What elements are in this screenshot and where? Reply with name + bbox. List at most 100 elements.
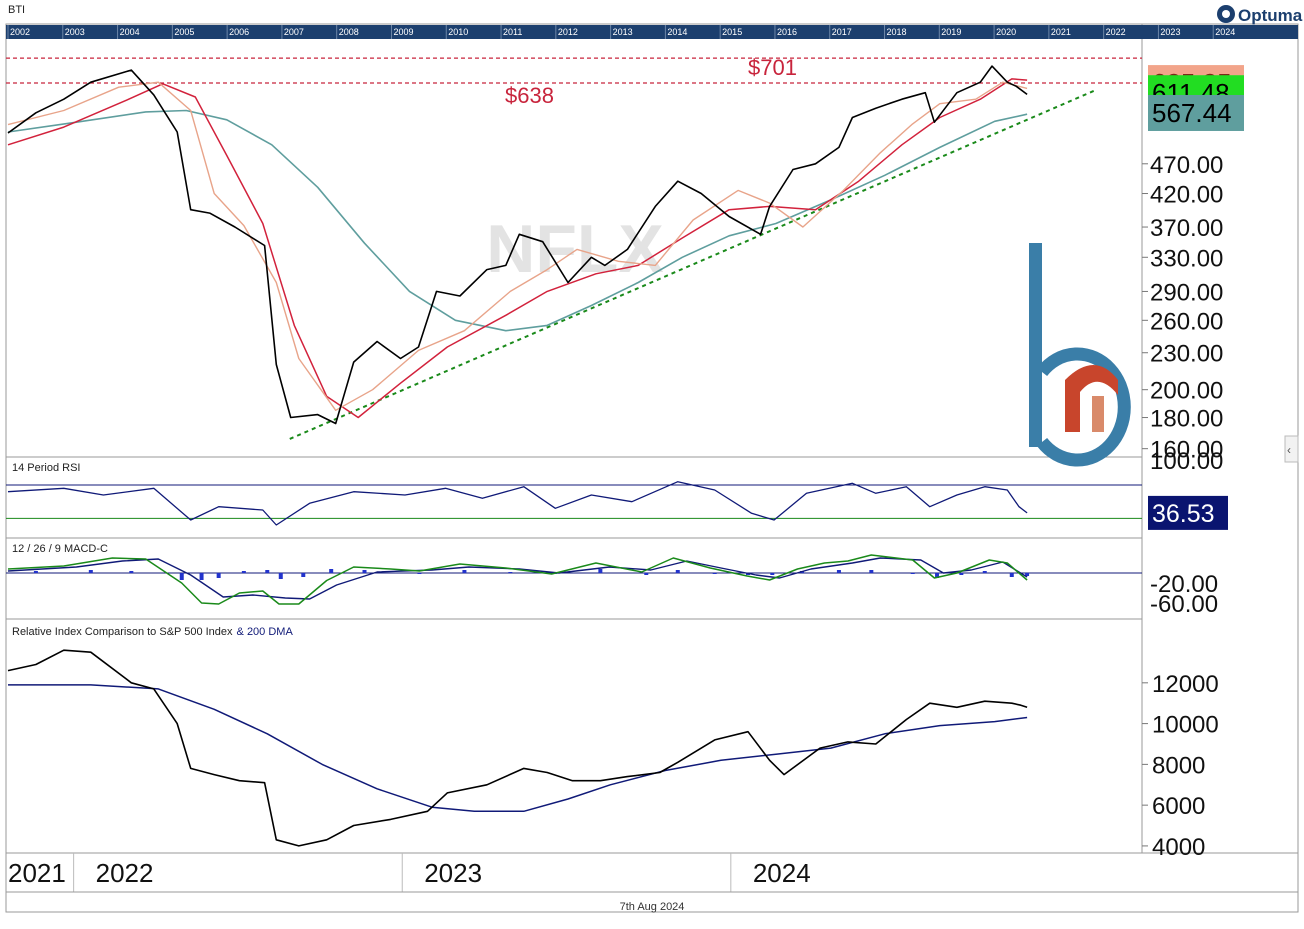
overview-year-label: 2013 <box>613 27 633 37</box>
macd-histogram-bar <box>1009 573 1014 577</box>
date-axis-label: 2022 <box>96 858 154 888</box>
macd-histogram-bar <box>329 569 334 573</box>
overview-strip[interactable] <box>6 25 1298 39</box>
overview-year-label: 2011 <box>503 27 522 37</box>
rsi-value-badge <box>1148 495 1228 530</box>
price-badge-sma-label: 567.44 <box>1152 98 1232 128</box>
sma_fast-line <box>7 81 1028 411</box>
overview-year-label: 2006 <box>229 27 249 37</box>
price-axis-tick-label: 160.00 <box>1150 437 1223 464</box>
relative-index-dma-line <box>8 684 1028 813</box>
brand-logo <box>1029 243 1131 467</box>
overview-years: 2002 2003 2004 2005 2006 2007 2008 2009 2010 2011… <box>7 25 1235 39</box>
overview-year-label: 2005 <box>174 27 194 37</box>
overview-year-label: 2018 <box>887 27 907 37</box>
optuma-logo-text: Optuma <box>1238 6 1303 25</box>
macd-title: 12 / 26 / 9 MACD-C <box>12 543 108 555</box>
macd-line <box>7 554 1028 605</box>
rsi-axis-tick-label: 100.00 <box>1150 448 1223 475</box>
relative-index-title-suffix: & 200 DMA <box>237 626 294 638</box>
macd-panel <box>6 554 1142 605</box>
optuma-logo: Optuma <box>1217 5 1303 25</box>
macd-histogram-bar <box>712 573 717 574</box>
overview-year-label: 2015 <box>722 27 742 37</box>
relative-axis-tick-label: 10000 <box>1152 712 1219 739</box>
price-axis-tick-label: 290.00 <box>1150 279 1223 306</box>
macd-histogram-bar <box>33 571 38 573</box>
panel-label: BTI <box>8 4 25 16</box>
price-axis-tick-label: 230.00 <box>1150 341 1223 368</box>
macd-axis-tick-label: -20.00 <box>1150 571 1218 598</box>
outer-frame <box>5 23 1299 913</box>
price-axis-tick-label: 260.00 <box>1150 308 1223 335</box>
sma_mid-line <box>7 78 1028 419</box>
price-axis-tick-label: 370.00 <box>1150 215 1223 242</box>
brand-logo-stem <box>1029 243 1042 447</box>
relative-axis-tick-label: 6000 <box>1152 793 1205 820</box>
macd-histogram-bar <box>644 573 649 575</box>
macd-histogram-bar <box>362 570 367 573</box>
macd-histogram-bar <box>241 571 246 573</box>
macd-histogram-bar <box>508 572 513 573</box>
optuma-logo-icon-inner <box>1222 10 1230 18</box>
resistance-label: $638 <box>505 83 554 108</box>
support-trendline <box>289 89 1095 440</box>
price-line <box>7 65 1028 425</box>
macd-histogram-bar <box>869 570 874 573</box>
macd-histogram-bar <box>129 571 134 573</box>
macd-histogram-bar <box>265 570 270 573</box>
rsi-value-badge-label: 36.53 <box>1152 500 1215 528</box>
price-badge-sma <box>1148 94 1244 131</box>
macd-histogram-bar <box>1025 573 1030 576</box>
macd-histogram-bar <box>959 573 964 575</box>
rsi-title: 14 Period RSI <box>12 462 80 474</box>
resistance-label: $701 <box>748 55 797 80</box>
overview-year-label: 2022 <box>1106 27 1126 37</box>
chevron-left-icon: ‹ <box>1287 443 1291 457</box>
rsi-line <box>7 481 1028 526</box>
brand-logo-mark-detail <box>1092 396 1104 432</box>
macd-histogram-bar <box>910 573 915 574</box>
overview-year-label: 2007 <box>284 27 304 37</box>
price-panel: $701 $638 <box>6 55 1142 440</box>
side-panel-toggle[interactable] <box>1284 435 1299 463</box>
macd-histogram-bar <box>836 570 841 573</box>
rsi-panel <box>6 481 1142 526</box>
date-axis-label: 2021 <box>8 858 66 888</box>
price-axis-tick-label: 420.00 <box>1150 182 1223 209</box>
relative-index-panel <box>7 649 1028 847</box>
brand-logo-bowl <box>1036 347 1131 467</box>
macd-histogram-bar <box>199 573 204 580</box>
price-axis-tick-label: 200.00 <box>1150 378 1223 405</box>
macd-histogram-bar <box>278 573 283 579</box>
overview-year-label: 2024 <box>1215 27 1235 37</box>
macd-axis-tick-label: -60.00 <box>1150 591 1218 618</box>
overview-year-label: 2019 <box>941 27 961 37</box>
brand-logo-mark <box>1065 365 1118 432</box>
overview-year-label: 2004 <box>120 27 140 37</box>
macd-histogram-bar <box>462 570 467 573</box>
overview-year-label: 2002 <box>10 27 30 37</box>
footer-date: 7th Aug 2024 <box>620 901 685 913</box>
macd-histogram-bar <box>982 571 987 573</box>
overview-year-label: 2009 <box>393 27 413 37</box>
price-axis-tick-label: 470.00 <box>1150 152 1223 179</box>
overview-year-label: 2020 <box>996 27 1016 37</box>
overview-year-label: 2012 <box>558 27 578 37</box>
macd-histogram-bar <box>88 570 93 573</box>
relative-index-title: Relative Index Comparison to S&P 500 Ind… <box>12 626 293 638</box>
macd-histogram-bar <box>216 573 221 578</box>
overview-year-label: 2014 <box>667 27 687 37</box>
relative-index-title-main: Relative Index Comparison to S&P 500 Ind… <box>12 626 233 638</box>
overview-year-label: 2023 <box>1160 27 1180 37</box>
relative-axis-tick-label: 4000 <box>1152 834 1205 861</box>
relative-index-line <box>7 649 1028 847</box>
macd-signal-line <box>7 557 1028 600</box>
date-axis-label: 2024 <box>753 858 811 888</box>
macd-histogram-bar <box>675 570 680 573</box>
macd-histogram-bar <box>179 573 184 580</box>
macd-histogram-bar <box>935 573 940 578</box>
